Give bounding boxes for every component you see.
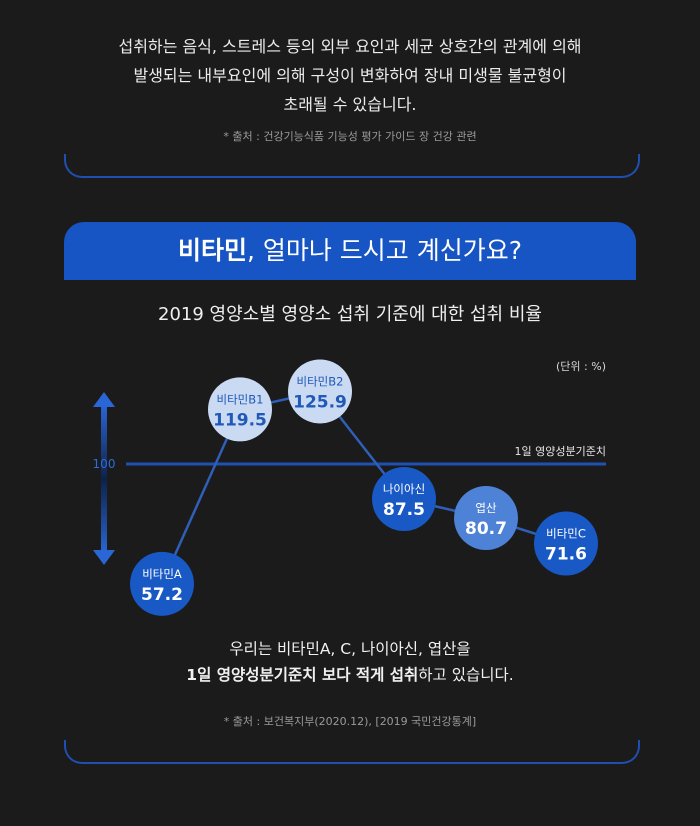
intro-source: * 출처 : 건강기능식품 기능성 평가 가이드 장 건강 관련	[223, 130, 477, 143]
chart-unit: (단위 : %)	[556, 360, 606, 373]
chart-title: 2019 영양소별 영양소 섭취 기준에 대한 섭취 비율	[158, 304, 542, 325]
conclusion-line-1: 우리는 비타민A, C, 나이아신, 엽산을	[229, 640, 471, 658]
reference-tick-label: 100	[93, 457, 116, 471]
value-label-2: 119.5	[213, 410, 267, 430]
bottom-frame-bottom	[64, 740, 640, 764]
data-point-2	[208, 377, 272, 442]
banner-rest: , 얼마나 드시고 계신가요?	[246, 236, 523, 265]
category-label-2: 비타민B1	[217, 392, 264, 406]
intro-line-3: 초래될 수 있습니다.	[283, 95, 417, 114]
category-label-6: 비타민C	[546, 527, 586, 541]
intro-line-2: 발생되는 내부요인에 의해 구성이 변화하여 장내 미생물 불균형이	[133, 66, 567, 85]
value-label-5: 80.7	[465, 519, 507, 539]
intro-text: 섭취하는 음식, 스트레스 등의 외부 요인과 세균 상호간의 관계에 의해 발…	[0, 32, 700, 119]
data-point-3	[288, 359, 352, 424]
section-banner: 비타민, 얼마나 드시고 계신가요?	[64, 222, 636, 280]
category-label-1: 비타민A	[142, 567, 182, 581]
chart-source: * 출처 : 보건복지부(2020.12), [2019 국민건강통계]	[223, 715, 477, 728]
reference-line-label: 1일 영양성분기준치	[515, 444, 606, 458]
data-point-1	[130, 551, 194, 616]
data-point-6	[534, 511, 598, 576]
category-label-4: 나이아신	[383, 482, 425, 496]
conclusion-rest: 하고 있습니다.	[418, 666, 514, 684]
conclusion-bold: 1일 영양성분기준치 보다 적게 섭취	[186, 666, 419, 684]
value-label-1: 57.2	[141, 585, 183, 605]
value-label-3: 125.9	[293, 392, 347, 412]
double-arrow-icon	[93, 392, 115, 565]
category-label-3: 비타민B2	[297, 374, 344, 388]
category-label-5: 엽산	[475, 501, 497, 515]
data-point-5	[454, 486, 518, 551]
data-point-4	[372, 467, 436, 531]
banner-bold: 비타민	[177, 236, 247, 265]
value-label-6: 71.6	[545, 545, 587, 565]
conclusion-text: 우리는 비타민A, C, 나이아신, 엽산을 1일 영양성분기준치 보다 적게 …	[0, 636, 700, 688]
intro-line-1: 섭취하는 음식, 스트레스 등의 외부 요인과 세균 상호간의 관계에 의해	[118, 37, 582, 56]
series-markers: 비타민A 57.2 비타민B1 119.5 비타민B2 125.9 나이아신 87.5 엽산 80…	[130, 359, 598, 616]
value-label-4: 87.5	[383, 500, 425, 520]
conclusion-line-2: 1일 영양성분기준치 보다 적게 섭취하고 있습니다.	[0, 662, 700, 688]
